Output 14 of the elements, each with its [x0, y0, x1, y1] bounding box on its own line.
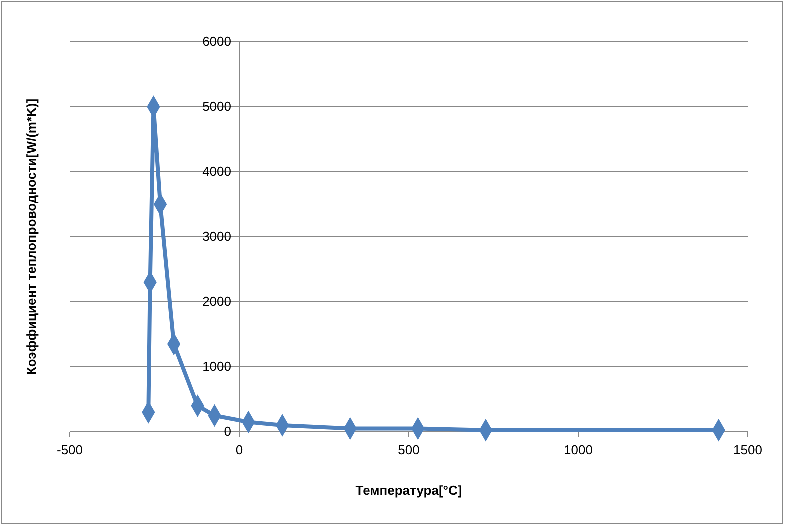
y-tick-label: 0: [224, 424, 232, 440]
y-tick-label: 6000: [202, 34, 232, 50]
y-tick-label: 3000: [202, 229, 232, 244]
y-tick-label: 4000: [202, 164, 232, 180]
x-axis-title: Температура[°C]: [356, 483, 462, 498]
x-tick-label: 1000: [564, 442, 593, 458]
x-tick-label: 500: [398, 442, 420, 458]
y-tick-label: 5000: [202, 99, 232, 114]
y-axis-title: Коэффициент теплопроводности[W/(m*K)]: [24, 98, 39, 376]
y-tick-label: 1000: [202, 359, 232, 374]
x-tick-label: -500: [56, 442, 84, 458]
x-tick-label: 0: [236, 442, 244, 458]
y-tick-label: 2000: [202, 294, 232, 310]
x-tick-label: 1500: [734, 442, 762, 458]
